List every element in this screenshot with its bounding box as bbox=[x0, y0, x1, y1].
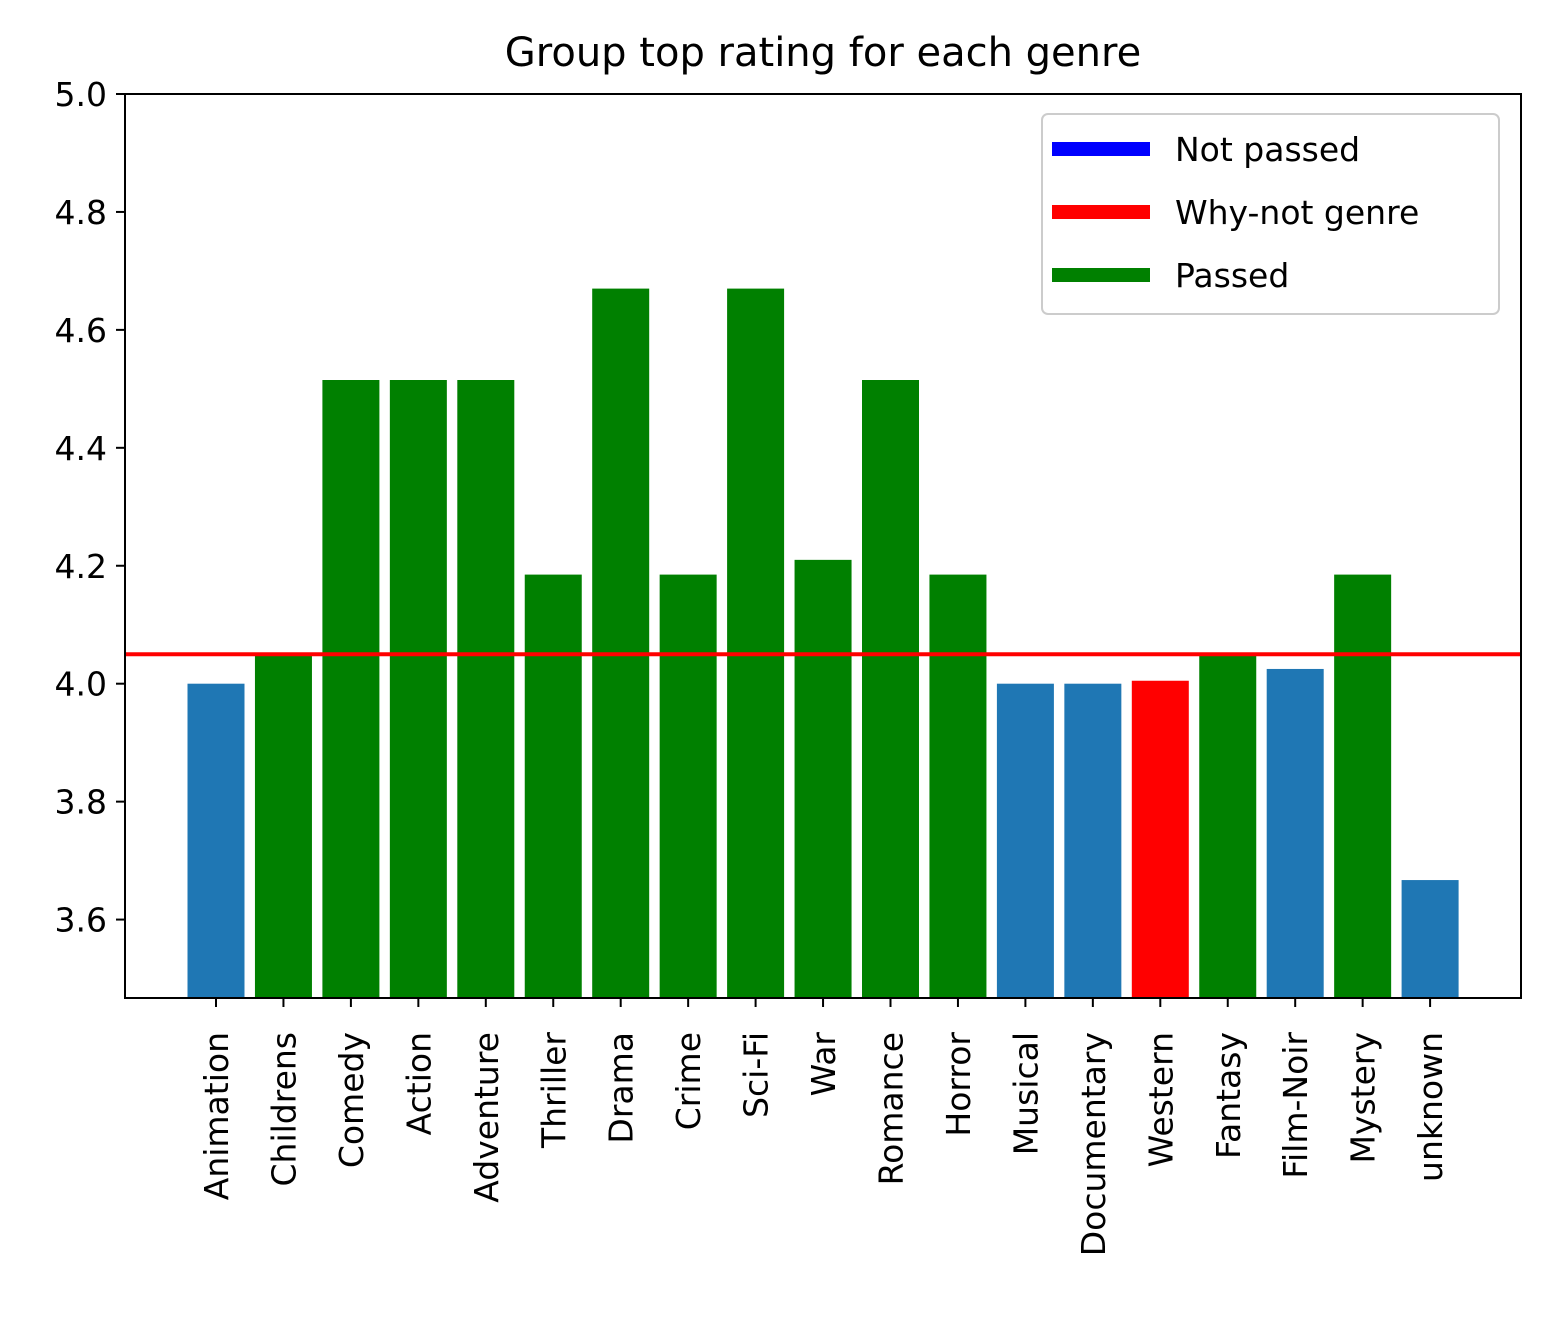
y-tick-label: 4.2 bbox=[55, 547, 107, 586]
y-tick-label: 4.8 bbox=[55, 193, 107, 232]
bar-thriller bbox=[524, 574, 582, 998]
x-tick-label-action: Action bbox=[399, 1032, 438, 1135]
bar-action bbox=[389, 380, 447, 998]
x-tick-label-adventure: Adventure bbox=[467, 1032, 506, 1203]
x-tick-label-thriller: Thriller bbox=[534, 1032, 573, 1149]
x-tick-label-comedy: Comedy bbox=[332, 1032, 371, 1168]
bar-documentary bbox=[1064, 683, 1122, 998]
legend-box bbox=[1041, 113, 1500, 315]
bar-horror bbox=[929, 574, 987, 998]
legend-swatch-not-passed bbox=[1052, 142, 1150, 156]
x-tick-label-animation: Animation bbox=[197, 1032, 236, 1200]
bar-mystery bbox=[1334, 574, 1392, 998]
y-tick-label: 5.0 bbox=[55, 75, 107, 114]
x-tick-label-mystery: Mystery bbox=[1344, 1032, 1383, 1164]
y-tick-label: 3.6 bbox=[55, 901, 107, 940]
bar-childrens bbox=[254, 654, 312, 998]
x-tick-label-musical: Musical bbox=[1006, 1032, 1045, 1155]
bar-musical bbox=[996, 683, 1054, 998]
bar-film-noir bbox=[1266, 668, 1324, 998]
y-tick-label: 4.0 bbox=[55, 665, 107, 704]
y-tick-label: 4.4 bbox=[55, 429, 107, 468]
legend-label-why-not-genre: Why-not genre bbox=[1175, 193, 1419, 232]
x-tick-label-childrens: Childrens bbox=[264, 1032, 303, 1187]
legend-label-not-passed: Not passed bbox=[1175, 130, 1360, 169]
x-tick-label-documentary: Documentary bbox=[1074, 1032, 1113, 1256]
axes-frame bbox=[124, 93, 1522, 999]
bar-romance bbox=[862, 380, 919, 998]
bar-crime bbox=[659, 574, 717, 998]
bar-animation bbox=[187, 683, 245, 998]
y-tick-label: 4.6 bbox=[55, 311, 107, 350]
x-tick-label-western: Western bbox=[1141, 1032, 1180, 1167]
bar-comedy bbox=[322, 380, 380, 998]
legend-swatch-why-not-genre bbox=[1052, 205, 1150, 219]
x-axis: Animation Childrens Comedy Action Adventure T… bbox=[197, 998, 1450, 1256]
bar-fantasy bbox=[1199, 654, 1257, 998]
bar-western bbox=[1131, 680, 1189, 998]
x-tick-label-sci-fi: Sci-Fi bbox=[737, 1032, 776, 1118]
x-tick-label-war: War bbox=[804, 1032, 843, 1097]
x-tick-label-romance: Romance bbox=[872, 1032, 911, 1185]
legend-swatch-passed bbox=[1052, 268, 1150, 282]
bar-drama bbox=[592, 288, 650, 998]
chart-title: Group top rating for each genre bbox=[505, 30, 1141, 76]
legend: Not passed Why-not genre Passed bbox=[1041, 113, 1500, 315]
x-tick-label-fantasy: Fantasy bbox=[1209, 1032, 1248, 1159]
bar-sci-fi bbox=[727, 288, 785, 998]
legend-label-passed: Passed bbox=[1175, 256, 1289, 295]
x-tick-label-unknown: unknown bbox=[1411, 1032, 1450, 1182]
y-tick-label: 3.8 bbox=[55, 783, 107, 822]
y-axis: 3.6 3.8 4.0 4.2 4.4 4.6 4.8 5.0 bbox=[55, 75, 125, 940]
x-tick-label-drama: Drama bbox=[602, 1032, 641, 1144]
bar-unknown bbox=[1401, 880, 1459, 998]
bar-war bbox=[794, 559, 852, 998]
x-tick-label-film-noir: Film-Noir bbox=[1276, 1032, 1315, 1179]
x-tick-label-horror: Horror bbox=[939, 1032, 978, 1137]
x-tick-label-crime: Crime bbox=[669, 1032, 708, 1130]
plot-area bbox=[125, 288, 1521, 998]
bar-adventure bbox=[457, 380, 515, 998]
